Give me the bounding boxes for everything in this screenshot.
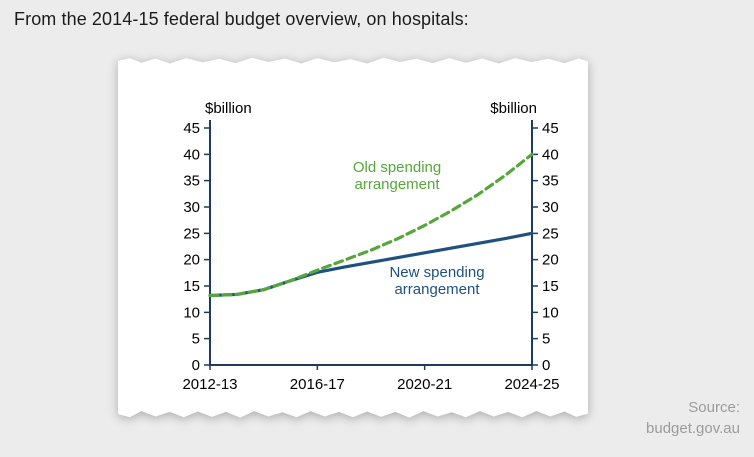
svg-text:2024-25: 2024-25 bbox=[504, 376, 559, 393]
svg-text:40: 40 bbox=[542, 146, 559, 163]
svg-text:2016-17: 2016-17 bbox=[290, 376, 345, 393]
svg-text:2012-13: 2012-13 bbox=[182, 376, 237, 393]
svg-text:5: 5 bbox=[192, 331, 200, 348]
source-label: Source: bbox=[688, 399, 740, 416]
svg-text:25: 25 bbox=[183, 225, 200, 242]
svg-text:35: 35 bbox=[542, 173, 559, 190]
source-attribution: Source: budget.gov.au bbox=[646, 397, 740, 439]
svg-text:2020-21: 2020-21 bbox=[397, 376, 452, 393]
chart-card-background: 0 0 5 5 10 10 15 15 20 20 25 25 30 30 35 35 40 40 45 45 2012… bbox=[118, 57, 588, 418]
svg-text:30: 30 bbox=[542, 199, 559, 216]
torn-paper-card: 0 0 5 5 10 10 15 15 20 20 25 25 30 30 35 35 40 40 45 45 2012… bbox=[118, 57, 588, 418]
source-link: budget.gov.au bbox=[646, 420, 740, 437]
svg-text:25: 25 bbox=[542, 225, 559, 242]
svg-text:$billion: $billion bbox=[205, 100, 252, 117]
svg-text:45: 45 bbox=[183, 120, 200, 137]
svg-text:0: 0 bbox=[542, 357, 550, 374]
hospital-spending-chart: 0 0 5 5 10 10 15 15 20 20 25 25 30 30 35 35 40 40 45 45 2012… bbox=[182, 100, 559, 393]
svg-text:0: 0 bbox=[192, 357, 200, 374]
svg-text:40: 40 bbox=[183, 146, 200, 163]
svg-text:15: 15 bbox=[542, 278, 559, 295]
svg-text:45: 45 bbox=[542, 120, 559, 137]
article-heading: From the 2014-15 federal budget overview… bbox=[14, 9, 469, 29]
svg-text:30: 30 bbox=[183, 199, 200, 216]
svg-text:10: 10 bbox=[542, 304, 559, 321]
svg-text:20: 20 bbox=[183, 252, 200, 269]
svg-text:$billion: $billion bbox=[490, 100, 537, 117]
svg-text:5: 5 bbox=[542, 331, 550, 348]
svg-text:35: 35 bbox=[183, 173, 200, 190]
svg-text:10: 10 bbox=[183, 304, 200, 321]
svg-text:15: 15 bbox=[183, 278, 200, 295]
svg-text:20: 20 bbox=[542, 252, 559, 269]
